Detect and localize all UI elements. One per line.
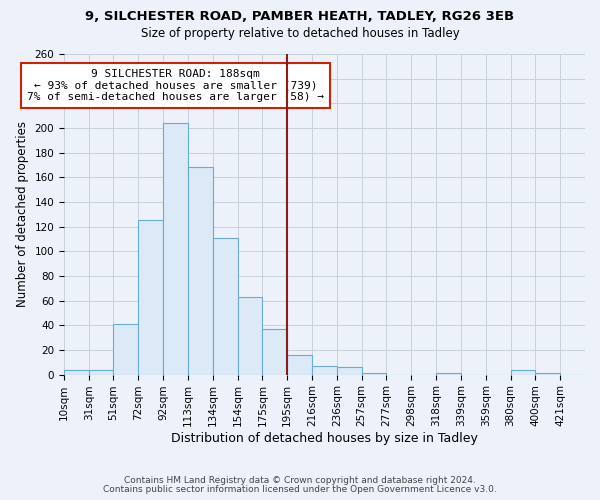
Y-axis label: Number of detached properties: Number of detached properties (16, 122, 29, 308)
Bar (213, 238, 238, 374)
Bar (113, 324, 139, 374)
Bar (262, 329, 287, 374)
Text: Contains HM Land Registry data © Crown copyright and database right 2024.: Contains HM Land Registry data © Crown c… (124, 476, 476, 485)
Text: Contains public sector information licensed under the Open Government Licence v3: Contains public sector information licen… (103, 485, 497, 494)
Text: 9 SILCHESTER ROAD: 188sqm
← 93% of detached houses are smaller (739)
7% of semi-: 9 SILCHESTER ROAD: 188sqm ← 93% of detac… (27, 69, 324, 102)
Bar (89, 370, 113, 374)
Bar (139, 220, 163, 374)
Bar (287, 355, 312, 374)
Bar (188, 168, 213, 374)
X-axis label: Distribution of detached houses by size in Tadley: Distribution of detached houses by size … (171, 432, 478, 445)
Bar (163, 123, 188, 374)
Bar (337, 367, 362, 374)
Text: 9, SILCHESTER ROAD, PAMBER HEATH, TADLEY, RG26 3EB: 9, SILCHESTER ROAD, PAMBER HEATH, TADLEY… (85, 10, 515, 23)
Bar (238, 297, 262, 374)
Bar (64, 370, 89, 374)
Bar (511, 370, 535, 374)
Bar (312, 366, 337, 374)
Text: Size of property relative to detached houses in Tadley: Size of property relative to detached ho… (140, 28, 460, 40)
